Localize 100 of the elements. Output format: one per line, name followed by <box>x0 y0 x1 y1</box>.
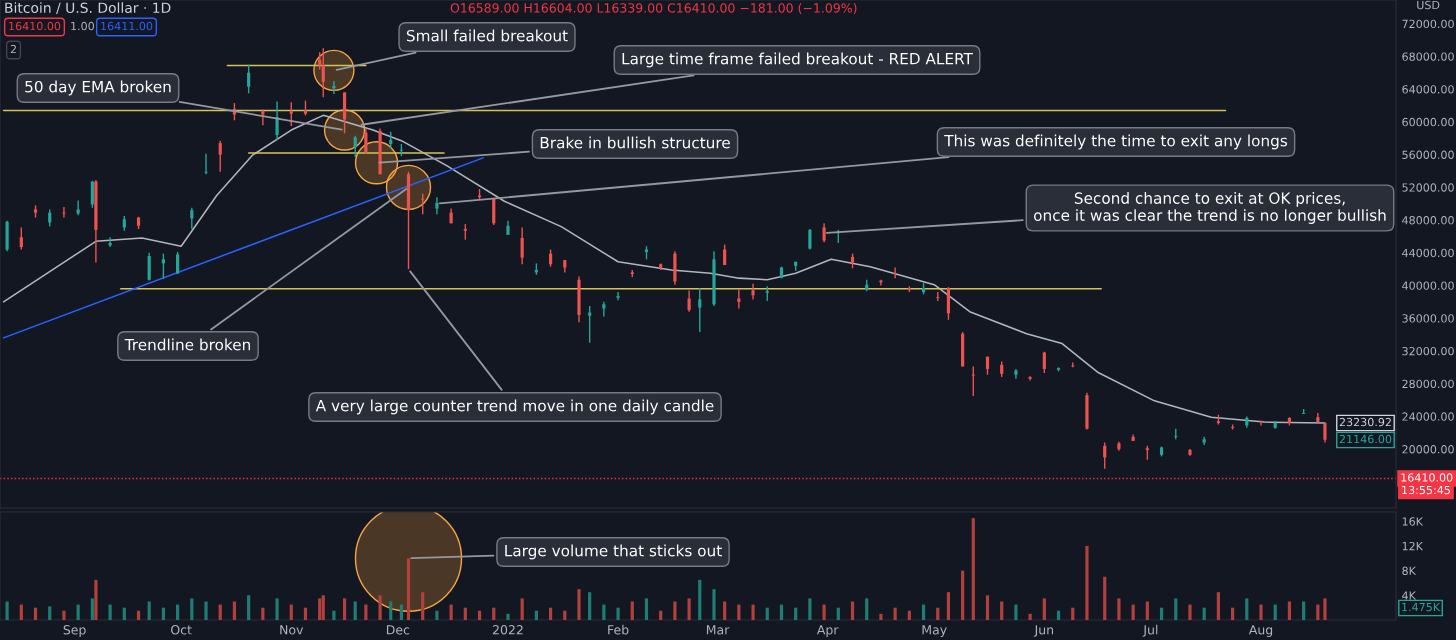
bar <box>289 604 293 620</box>
candlestick <box>364 127 368 155</box>
bar <box>850 601 855 620</box>
candlestick <box>421 193 425 216</box>
x-tick-label: Nov <box>280 625 304 635</box>
y-tick-label: 16K <box>1402 517 1424 526</box>
bar <box>421 592 425 620</box>
candlestick <box>218 140 222 173</box>
bar <box>1042 598 1046 620</box>
annotation: 21146.00 <box>1339 434 1392 444</box>
bar <box>342 598 347 620</box>
bar <box>406 558 411 620</box>
annotation: This was definitely the time to exit any longs <box>944 134 1288 150</box>
candlestick <box>332 80 336 95</box>
bar <box>1287 601 1292 620</box>
bar <box>822 604 826 620</box>
bar <box>247 595 251 620</box>
bar <box>364 604 368 620</box>
candlestick <box>247 63 251 94</box>
bar <box>1259 604 1263 620</box>
bar <box>1302 601 1306 620</box>
bar <box>644 598 649 620</box>
bar <box>577 589 581 620</box>
bar <box>48 606 52 620</box>
bar <box>33 607 38 620</box>
candlestick <box>353 135 357 158</box>
bar <box>673 601 677 620</box>
bar <box>563 610 567 620</box>
candlestick <box>147 252 151 282</box>
bar <box>321 595 325 620</box>
bar <box>1188 604 1192 620</box>
bar <box>836 607 840 620</box>
candlestick <box>19 226 23 251</box>
bar <box>723 601 727 620</box>
bar <box>1323 598 1327 620</box>
x-tick-label: Feb <box>608 624 629 635</box>
candlestick <box>1042 351 1046 374</box>
bar <box>687 598 691 620</box>
candlestick <box>204 153 208 175</box>
bar <box>659 610 663 620</box>
bar <box>1056 610 1061 620</box>
candlestick <box>275 100 279 141</box>
y-tick-label: 8K <box>1402 566 1417 576</box>
bar <box>435 610 439 620</box>
bar <box>936 607 940 620</box>
annotation: 16411.00 <box>101 21 153 31</box>
bar <box>477 610 482 620</box>
annotation: Small failed breakout <box>406 29 568 42</box>
bar <box>147 601 151 620</box>
y-tick-label: 24000.00 <box>1402 412 1454 421</box>
candlestick <box>588 305 592 344</box>
bar <box>90 598 94 620</box>
candlestick <box>435 196 439 216</box>
candlestick <box>1259 419 1263 427</box>
bar <box>1316 604 1320 620</box>
bar <box>1273 604 1277 620</box>
x-tick-label: Aug <box>1248 625 1273 637</box>
bar <box>907 610 911 620</box>
candlestick <box>616 291 620 301</box>
y-tick-label: 36000.00 <box>1402 314 1454 323</box>
annotation: Brake in bullish structure <box>540 136 730 149</box>
annotation: 1.00 <box>71 21 94 31</box>
y-tick-label: 20000.00 <box>1402 445 1454 454</box>
bar <box>1085 545 1089 620</box>
bar <box>548 607 553 620</box>
bar <box>1216 592 1220 620</box>
bar <box>808 598 812 620</box>
candlestick <box>893 266 897 279</box>
candlestick <box>822 222 826 243</box>
ref-line-label: 16410.00 <box>1401 473 1453 482</box>
bar <box>399 604 403 620</box>
y-tick-label: 44000.00 <box>1402 248 1454 258</box>
candlestick <box>602 301 606 318</box>
x-tick-label: 2022 <box>492 625 523 635</box>
candlestick <box>808 228 812 251</box>
candlestick <box>737 288 741 310</box>
bar <box>122 607 126 620</box>
y-tick-label: 28000.00 <box>1402 379 1454 389</box>
bar <box>332 610 336 620</box>
bar <box>879 613 883 620</box>
bar <box>616 607 620 620</box>
bar <box>712 589 716 620</box>
bar <box>62 610 66 620</box>
candlestick <box>76 199 80 216</box>
bar <box>1145 601 1149 620</box>
x-tick-label: Oct <box>171 625 192 635</box>
bar <box>698 579 702 620</box>
annotation: 2 <box>10 44 16 54</box>
text: USD <box>1417 0 1440 10</box>
candlestick <box>289 101 293 127</box>
bar <box>1000 601 1004 620</box>
x-tick-label: Jun <box>1033 625 1054 637</box>
x-tick-label: Sep <box>63 625 86 637</box>
y-tick-label: 68000.00 <box>1402 52 1454 61</box>
annotation: 23230.92 <box>1339 417 1391 427</box>
annotation: Large time frame failed breakout - RED ALERT <box>622 52 973 68</box>
bar <box>506 613 510 620</box>
bar <box>1028 613 1032 620</box>
candlestick <box>161 252 165 280</box>
x-tick-label: Dec <box>386 625 410 635</box>
